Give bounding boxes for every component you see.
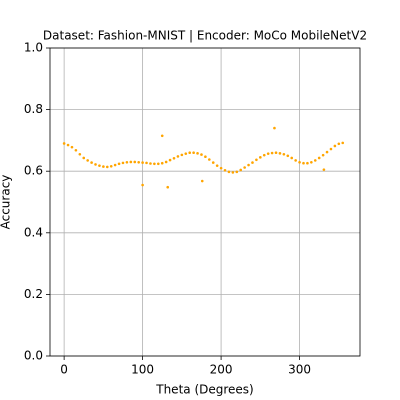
point xyxy=(117,162,121,166)
point xyxy=(153,162,156,166)
point xyxy=(333,144,337,148)
point xyxy=(90,161,93,164)
point xyxy=(172,156,176,160)
point xyxy=(278,152,282,155)
point xyxy=(274,151,278,155)
point xyxy=(329,147,333,151)
y-tick-label: 1.0 xyxy=(24,41,43,55)
point xyxy=(196,152,199,155)
point xyxy=(105,165,109,169)
point xyxy=(231,171,235,174)
point xyxy=(243,166,246,169)
point xyxy=(82,156,86,160)
point xyxy=(208,158,211,161)
point xyxy=(282,152,286,156)
y-tick-label: 0.2 xyxy=(24,287,43,301)
y-tick-label: 0.0 xyxy=(24,349,43,363)
point xyxy=(259,156,262,159)
x-axis-label: Theta (Degrees) xyxy=(155,383,253,397)
point xyxy=(109,164,113,168)
x-tick-label: 100 xyxy=(131,363,154,377)
point xyxy=(251,161,254,164)
x-tick-label: 200 xyxy=(210,363,233,377)
point xyxy=(325,150,329,154)
plot-frame xyxy=(49,47,361,357)
point xyxy=(211,161,215,164)
x-tick-label: 300 xyxy=(288,363,311,377)
point xyxy=(149,162,152,165)
point xyxy=(200,153,203,156)
point xyxy=(78,152,82,156)
point xyxy=(113,163,117,167)
point xyxy=(166,185,170,189)
point xyxy=(200,179,204,183)
point xyxy=(341,141,345,145)
point xyxy=(137,160,140,164)
point xyxy=(266,152,270,155)
point xyxy=(129,160,133,164)
y-tick-label: 0.4 xyxy=(24,225,43,239)
point xyxy=(180,153,184,157)
point xyxy=(262,153,266,157)
point xyxy=(310,160,313,164)
point xyxy=(141,183,144,187)
point xyxy=(62,142,66,145)
point xyxy=(160,134,164,138)
point xyxy=(74,148,78,152)
point xyxy=(223,168,227,172)
point xyxy=(286,154,290,158)
y-axis-label: Accuracy xyxy=(0,175,13,230)
point xyxy=(239,168,243,172)
point xyxy=(317,156,321,160)
point xyxy=(168,158,172,162)
point xyxy=(302,161,305,165)
x-tick-label: 0 xyxy=(60,363,68,377)
point xyxy=(176,155,180,158)
point xyxy=(321,153,325,157)
point xyxy=(125,160,129,164)
point xyxy=(141,161,144,164)
point xyxy=(94,163,97,166)
point xyxy=(188,151,191,155)
point xyxy=(313,159,317,162)
point xyxy=(322,168,326,171)
point xyxy=(133,160,137,164)
point xyxy=(192,151,195,155)
chart-title: Dataset: Fashion-MNIST | Encoder: MoCo M… xyxy=(43,29,367,43)
y-tick-label: 0.6 xyxy=(24,164,43,178)
point xyxy=(337,142,341,146)
point xyxy=(255,158,258,162)
point xyxy=(98,164,101,167)
point xyxy=(247,163,250,167)
point xyxy=(66,143,70,147)
point xyxy=(270,151,274,155)
y-tick-label: 0.8 xyxy=(24,102,43,116)
point xyxy=(160,161,164,165)
point xyxy=(298,160,301,164)
point xyxy=(294,159,297,162)
point xyxy=(273,126,276,130)
point xyxy=(102,165,105,168)
point xyxy=(215,164,219,167)
point xyxy=(306,161,309,165)
point xyxy=(219,166,223,170)
point xyxy=(235,170,239,174)
point xyxy=(145,161,148,165)
point xyxy=(86,159,89,162)
point xyxy=(290,156,294,160)
point xyxy=(121,161,125,165)
point xyxy=(184,152,188,155)
point xyxy=(204,155,207,159)
point xyxy=(157,162,160,166)
point xyxy=(70,145,74,149)
point xyxy=(227,170,231,174)
point xyxy=(164,160,168,164)
